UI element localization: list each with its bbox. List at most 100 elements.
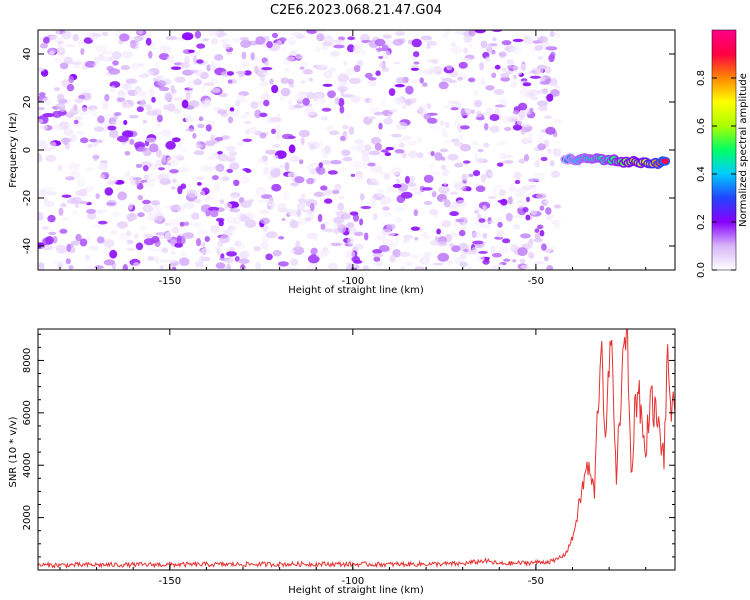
noise-blob: [265, 253, 273, 261]
noise-blob: [459, 261, 468, 268]
heatmap-y-tick-label: -20: [22, 190, 33, 206]
noise-blob: [353, 243, 365, 250]
noise-blob: [237, 94, 247, 103]
snr-y-tick-label: 6000: [22, 400, 33, 425]
noise-blob: [286, 267, 299, 270]
noise-blob: [381, 238, 393, 244]
noise-blob: [63, 128, 74, 136]
noise-blob: [72, 33, 80, 42]
noise-blob: [147, 212, 158, 222]
noise-blob: [360, 50, 366, 55]
noise-blob: [158, 86, 170, 92]
noise-blob: [255, 261, 262, 270]
noise-blob: [180, 183, 187, 190]
noise-blob: [155, 248, 162, 252]
noise-blob: [470, 109, 475, 115]
noise-blob: [245, 111, 250, 115]
noise-blob: [294, 176, 305, 184]
noise-blob: [436, 241, 448, 247]
noise-blob: [165, 172, 172, 180]
noise-blob: [455, 218, 465, 223]
noise-blob: [93, 62, 99, 68]
noise-blob: [227, 116, 234, 124]
noise-blob: [277, 203, 287, 212]
noise-blob: [550, 170, 561, 178]
noise-blob: [478, 218, 486, 223]
noise-blob: [404, 99, 412, 106]
noise-blob: [135, 176, 140, 186]
noise-blob: [510, 244, 519, 253]
noise-blob: [80, 48, 85, 55]
noise-blob: [259, 81, 270, 87]
noise-blob: [431, 171, 441, 176]
noise-blob: [454, 162, 464, 168]
noise-blob: [160, 129, 172, 137]
noise-blob: [211, 87, 221, 93]
noise-blob: [480, 40, 488, 49]
noise-blob: [416, 191, 423, 196]
noise-blob: [266, 231, 278, 239]
noise-blob: [198, 255, 204, 263]
noise-blob: [145, 137, 157, 143]
noise-blob: [135, 163, 143, 168]
noise-blob: [151, 200, 161, 206]
noise-blob: [428, 125, 440, 129]
noise-blob: [483, 123, 489, 131]
noise-blob: [116, 221, 128, 229]
noise-blob: [534, 232, 541, 240]
noise-blob: [68, 75, 74, 84]
colorbar-tick-label: 0.6: [696, 118, 707, 134]
noise-blob: [250, 101, 259, 109]
noise-blob: [130, 62, 140, 70]
noise-blob: [77, 39, 84, 47]
noise-blob: [176, 37, 185, 42]
noise-blob: [226, 155, 236, 163]
noise-blob: [537, 224, 544, 230]
noise-blob: [155, 159, 162, 167]
noise-blob: [450, 107, 459, 111]
noise-blob: [322, 45, 329, 51]
noise-blob: [158, 167, 165, 171]
colorbar-tick-label: 0.2: [696, 214, 707, 230]
noise-blob: [470, 140, 479, 146]
noise-blob: [500, 72, 510, 79]
noise-blob: [417, 137, 423, 144]
noise-blob: [373, 256, 381, 263]
noise-blob: [544, 115, 552, 120]
noise-blob: [66, 243, 72, 252]
snr-y-axis-label: SNR (10 * v/v): [8, 416, 19, 487]
noise-blob: [334, 183, 342, 191]
noise-blob: [337, 202, 345, 211]
heatmap-y-tick-label: 20: [22, 96, 33, 109]
noise-blob: [394, 31, 406, 36]
noise-blob: [528, 178, 538, 183]
noise-blob: [129, 138, 135, 145]
noise-blob: [73, 119, 79, 125]
noise-blob: [511, 202, 516, 208]
noise-blob: [185, 128, 195, 132]
noise-blob: [347, 236, 354, 246]
noise-blob: [193, 221, 201, 226]
noise-blob: [389, 254, 396, 263]
noise-blob: [193, 150, 205, 156]
noise-blob: [241, 60, 250, 68]
noise-blob: [368, 182, 380, 186]
noise-blob: [305, 209, 311, 216]
noise-blob: [443, 199, 451, 208]
noise-blob: [217, 240, 224, 248]
noise-blob: [536, 64, 548, 70]
noise-blob: [49, 35, 57, 39]
noise-blob: [313, 94, 319, 102]
noise-blob: [46, 47, 57, 55]
noise-blob: [149, 143, 159, 153]
noise-blob: [336, 223, 344, 229]
noise-blob: [466, 264, 473, 270]
noise-blob: [292, 246, 305, 256]
noise-blob: [471, 231, 482, 238]
noise-blob: [231, 207, 239, 214]
noise-blob: [263, 99, 270, 107]
noise-blob: [439, 148, 449, 153]
noise-blob: [259, 74, 265, 82]
noise-blob: [506, 59, 515, 65]
noise-blob: [399, 251, 411, 257]
